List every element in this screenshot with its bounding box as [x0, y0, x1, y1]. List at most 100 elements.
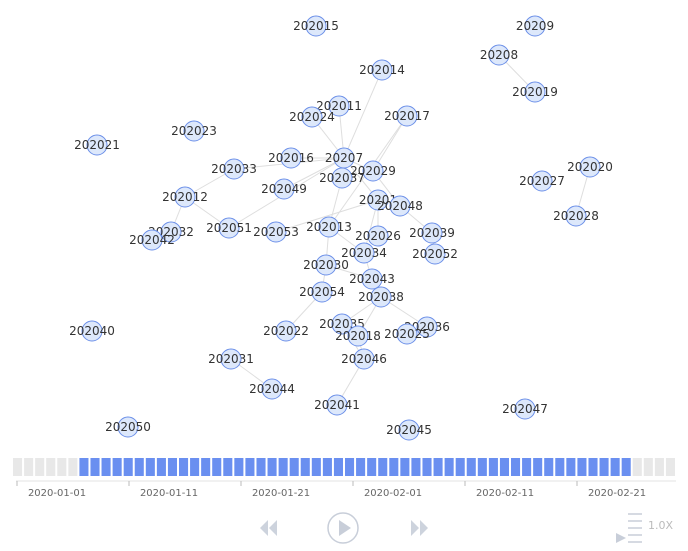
node-202027[interactable]: 202027: [519, 170, 565, 192]
timeline-day-cell[interactable]: [533, 458, 543, 476]
node-202054[interactable]: 202054: [299, 281, 345, 303]
node-202051[interactable]: 202051: [206, 217, 252, 239]
node-202028[interactable]: 202028: [553, 205, 599, 227]
timeline-day-cell[interactable]: [234, 458, 244, 476]
node-202021[interactable]: 202021: [74, 134, 120, 156]
node-circle[interactable]: [421, 222, 443, 244]
node-202012[interactable]: 202012: [162, 186, 208, 208]
node-202047[interactable]: 202047: [502, 398, 548, 420]
node-circle[interactable]: [223, 158, 245, 180]
timeline-day-cell[interactable]: [599, 458, 609, 476]
timeline-day-cell[interactable]: [632, 458, 642, 476]
timeline-day-cell[interactable]: [79, 458, 89, 476]
node-202037[interactable]: 202037: [319, 167, 365, 189]
node-circle[interactable]: [86, 134, 108, 156]
timeline-day-cell[interactable]: [333, 458, 343, 476]
node-202007[interactable]: 20207: [325, 147, 363, 169]
node-circle[interactable]: [301, 106, 323, 128]
node-circle[interactable]: [389, 195, 411, 217]
timeline-day-cell[interactable]: [201, 458, 211, 476]
node-circle[interactable]: [315, 254, 337, 276]
node-circle[interactable]: [353, 348, 375, 370]
timeline-day-cell[interactable]: [300, 458, 310, 476]
node-202001[interactable]: 20201: [359, 189, 397, 211]
node-circle[interactable]: [160, 221, 182, 243]
timeline-day-cell[interactable]: [577, 458, 587, 476]
node-202030[interactable]: 202030: [303, 254, 349, 276]
node-202034[interactable]: 202034: [341, 242, 387, 264]
node-circle[interactable]: [367, 225, 389, 247]
node-202041[interactable]: 202041: [314, 394, 360, 416]
timeline-day-cell[interactable]: [654, 458, 664, 476]
timeline-day-cell[interactable]: [145, 458, 155, 476]
node-202008[interactable]: 20208: [480, 44, 518, 66]
node-202033[interactable]: 202033: [211, 158, 257, 180]
timeline-day-cell[interactable]: [621, 458, 631, 476]
node-circle[interactable]: [370, 286, 392, 308]
node-circle[interactable]: [565, 205, 587, 227]
node-circle[interactable]: [305, 15, 327, 37]
node-202018[interactable]: 202018: [335, 325, 381, 347]
node-circle[interactable]: [362, 160, 384, 182]
node-circle[interactable]: [531, 170, 553, 192]
play-icon[interactable]: [327, 512, 359, 544]
node-circle[interactable]: [331, 167, 353, 189]
timeline-day-cell[interactable]: [311, 458, 321, 476]
timeline-day-cell[interactable]: [289, 458, 299, 476]
node-circle[interactable]: [396, 323, 418, 345]
timeline-day-cell[interactable]: [278, 458, 288, 476]
node-202045[interactable]: 202045: [386, 419, 432, 441]
node-202044[interactable]: 202044: [249, 378, 295, 400]
timeline-day-cell[interactable]: [367, 458, 377, 476]
timeline-day-cell[interactable]: [322, 458, 332, 476]
timeline-day-cell[interactable]: [610, 458, 620, 476]
node-202014[interactable]: 202014: [359, 59, 405, 81]
node-circle[interactable]: [416, 316, 438, 338]
timeline-day-cell[interactable]: [544, 458, 554, 476]
node-circle[interactable]: [396, 105, 418, 127]
node-circle[interactable]: [328, 95, 350, 117]
node-202026[interactable]: 202026: [355, 225, 401, 247]
node-202038[interactable]: 202038: [358, 286, 404, 308]
node-circle[interactable]: [488, 44, 510, 66]
node-circle[interactable]: [326, 394, 348, 416]
timeline-day-cell[interactable]: [588, 458, 598, 476]
node-circle[interactable]: [141, 229, 163, 251]
node-202025[interactable]: 202025: [384, 323, 430, 345]
node-circle[interactable]: [331, 313, 353, 335]
node-circle[interactable]: [367, 189, 389, 211]
node-202024[interactable]: 202024: [289, 106, 335, 128]
node-202039[interactable]: 202039: [409, 222, 455, 244]
timeline-day-cell[interactable]: [389, 458, 399, 476]
node-202020[interactable]: 202020: [567, 156, 613, 178]
rewind-icon[interactable]: [260, 520, 277, 536]
node-202053[interactable]: 202053: [253, 221, 299, 243]
timeline-day-cell[interactable]: [35, 458, 45, 476]
node-circle[interactable]: [361, 268, 383, 290]
timeline-day-cell[interactable]: [24, 458, 34, 476]
node-circle[interactable]: [514, 398, 536, 420]
node-circle[interactable]: [81, 320, 103, 342]
node-circle[interactable]: [398, 419, 420, 441]
timeline-day-cell[interactable]: [455, 458, 465, 476]
timeline-day-cell[interactable]: [499, 458, 509, 476]
node-circle[interactable]: [424, 243, 446, 265]
timeline-day-cell[interactable]: [378, 458, 388, 476]
timeline-day-cell[interactable]: [433, 458, 443, 476]
node-202017[interactable]: 202017: [384, 105, 430, 127]
node-circle[interactable]: [311, 281, 333, 303]
node-circle[interactable]: [524, 15, 546, 37]
timeline-day-cell[interactable]: [134, 458, 144, 476]
node-202050[interactable]: 202050: [105, 416, 151, 438]
node-202029[interactable]: 202029: [350, 160, 396, 182]
node-202009[interactable]: 20209: [516, 15, 554, 37]
node-202016[interactable]: 202016: [268, 147, 314, 169]
timeline-day-cell[interactable]: [411, 458, 421, 476]
timeline-day-cell[interactable]: [46, 458, 56, 476]
node-202022[interactable]: 202022: [263, 320, 309, 342]
node-circle[interactable]: [579, 156, 601, 178]
timeline-day-cell[interactable]: [488, 458, 498, 476]
node-circle[interactable]: [174, 186, 196, 208]
timeline-day-cell[interactable]: [477, 458, 487, 476]
node-202046[interactable]: 202046: [341, 348, 387, 370]
